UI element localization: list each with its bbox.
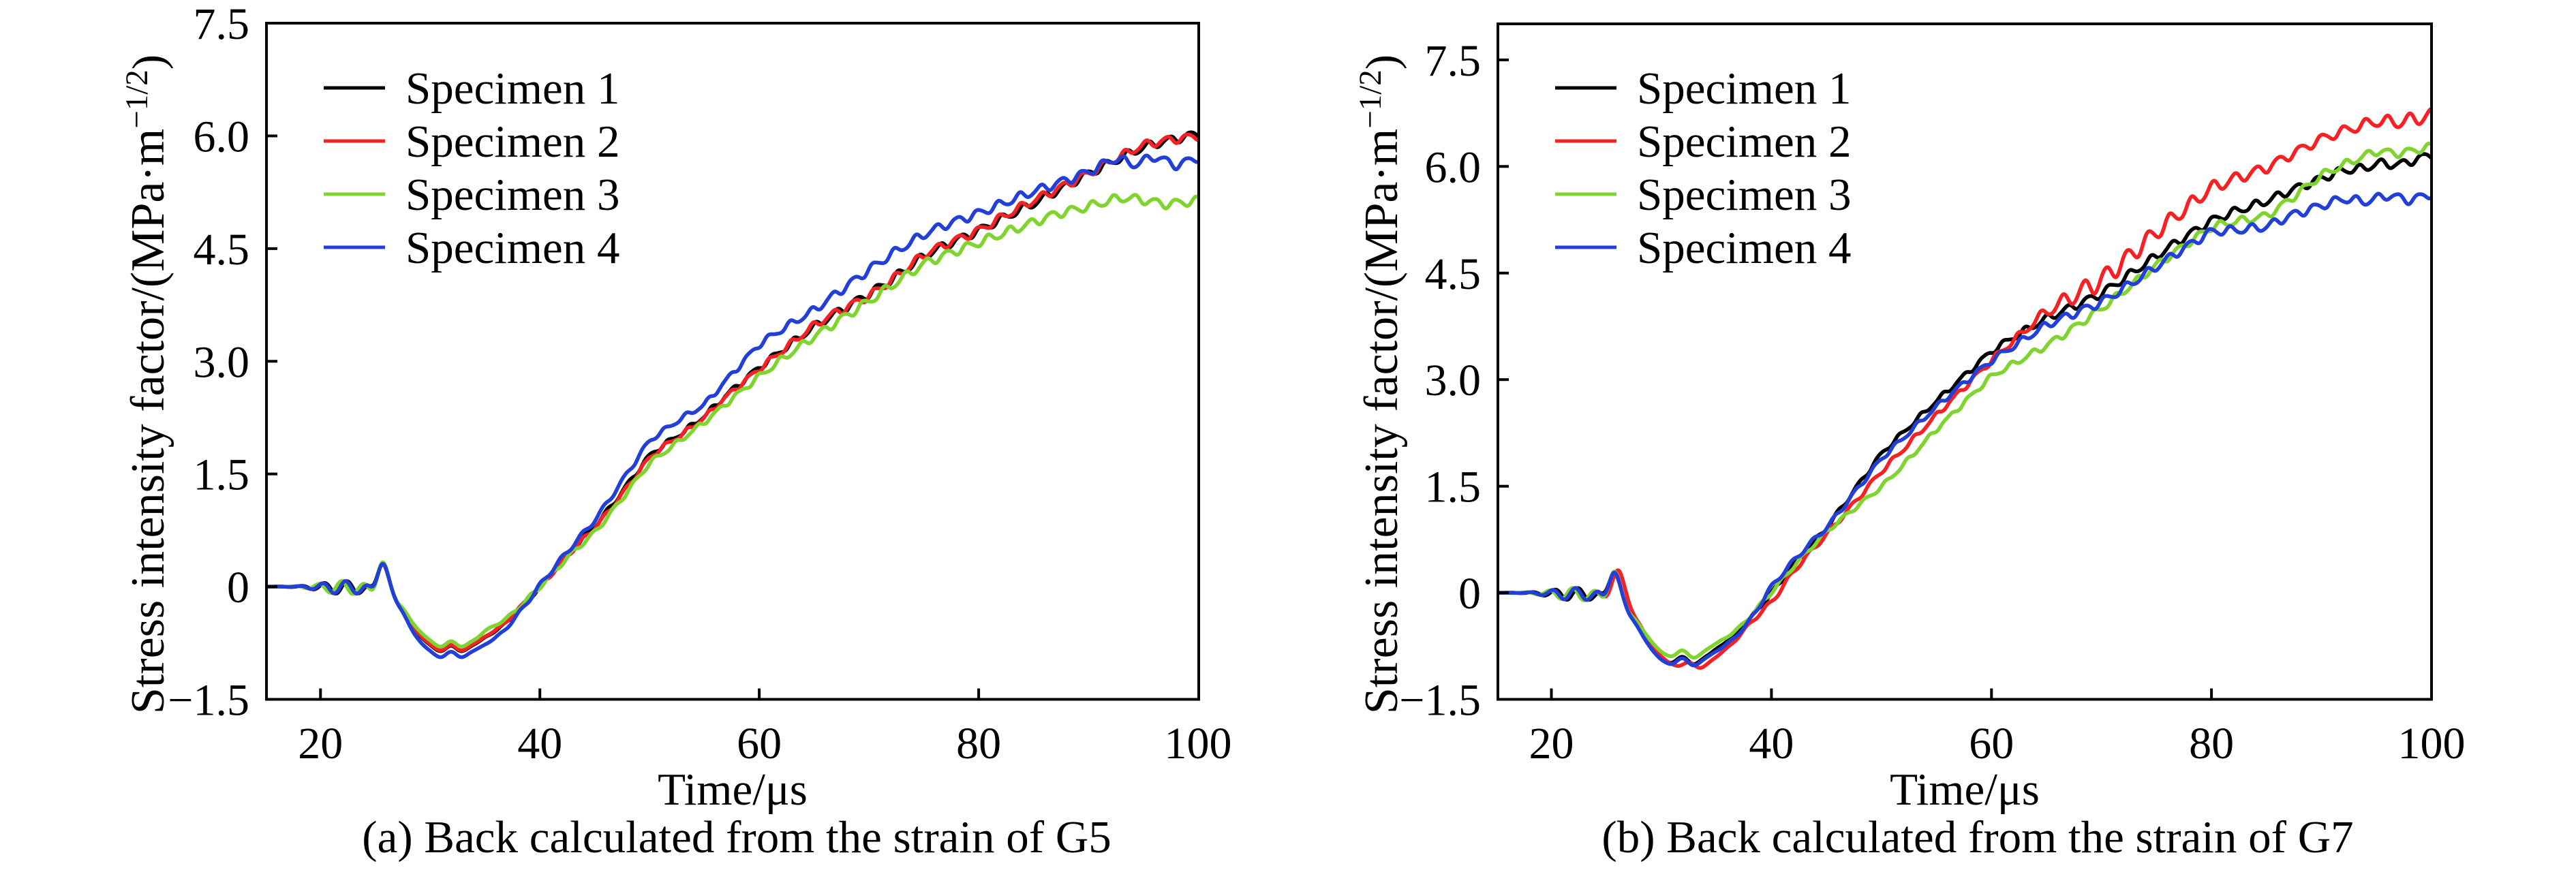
svg-text:Stress intensity factor/(MPa·m: Stress intensity factor/(MPa·m−1/2) [119, 55, 174, 714]
svg-text:Stress intensity factor/(MPa·m: Stress intensity factor/(MPa·m−1/2) [1353, 55, 1408, 714]
svg-text:Specimen 2: Specimen 2 [405, 116, 619, 167]
svg-text:Specimen 3: Specimen 3 [1637, 170, 1851, 220]
svg-text:3.0: 3.0 [1425, 356, 1482, 405]
svg-text:Specimen 3: Specimen 3 [405, 170, 619, 220]
svg-text:7.5: 7.5 [1425, 36, 1482, 86]
svg-text:(b) Back calculated from the s: (b) Back calculated from the strain of G… [1601, 812, 2353, 863]
svg-text:40: 40 [1749, 719, 1794, 768]
svg-text:Specimen 1: Specimen 1 [1637, 63, 1851, 114]
svg-text:100: 100 [2398, 719, 2466, 768]
svg-text:Specimen 2: Specimen 2 [1637, 116, 1851, 167]
svg-text:60: 60 [737, 719, 782, 768]
svg-text:4.5: 4.5 [1425, 249, 1482, 299]
svg-text:6.0: 6.0 [194, 112, 250, 162]
svg-text:7.5: 7.5 [194, 0, 250, 49]
svg-text:1.5: 1.5 [1425, 463, 1482, 512]
svg-text:−1.5: −1.5 [1399, 676, 1481, 726]
svg-text:100: 100 [1165, 719, 1232, 768]
svg-text:3.0: 3.0 [194, 337, 250, 387]
svg-text:−1.5: −1.5 [168, 676, 249, 726]
svg-text:60: 60 [1969, 719, 2014, 768]
svg-text:Specimen 4: Specimen 4 [405, 223, 619, 273]
svg-text:6.0: 6.0 [1425, 142, 1482, 192]
svg-text:40: 40 [517, 719, 562, 768]
svg-text:4.5: 4.5 [194, 225, 250, 275]
svg-text:Time/μs: Time/μs [1890, 764, 2040, 815]
svg-text:80: 80 [2189, 719, 2234, 768]
svg-text:Specimen 1: Specimen 1 [405, 63, 619, 114]
svg-text:0: 0 [227, 563, 249, 612]
svg-text:80: 80 [956, 719, 1001, 768]
svg-text:0: 0 [1458, 569, 1481, 619]
svg-text:Specimen 4: Specimen 4 [1637, 223, 1851, 273]
svg-text:(a) Back calculated from the s: (a) Back calculated from the strain of G… [362, 812, 1111, 863]
svg-text:20: 20 [298, 719, 343, 768]
svg-text:20: 20 [1529, 719, 1574, 768]
svg-text:1.5: 1.5 [194, 450, 250, 500]
svg-text:Time/μs: Time/μs [658, 764, 808, 815]
